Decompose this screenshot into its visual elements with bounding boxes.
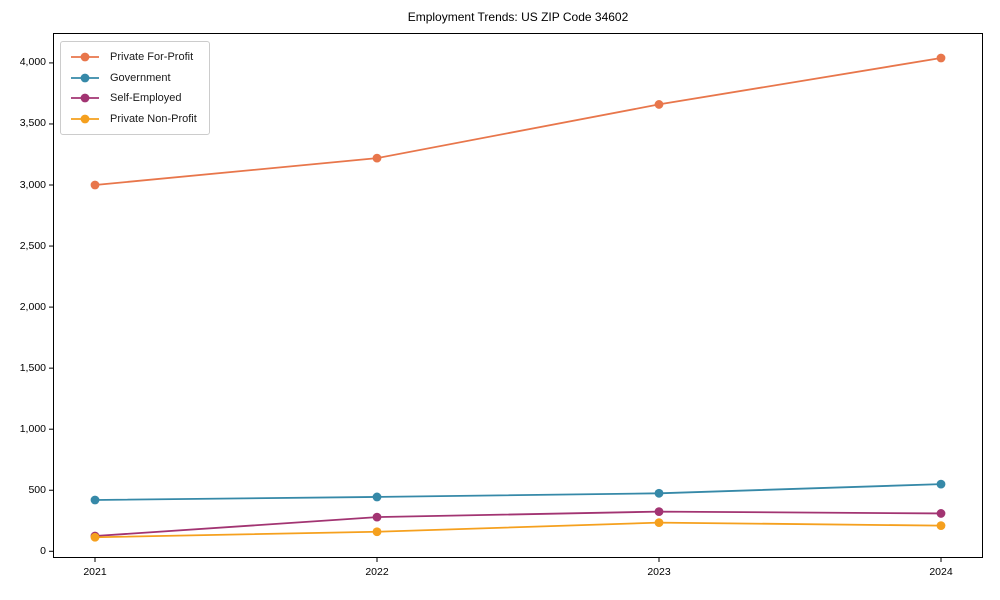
series-marker: [936, 479, 946, 489]
legend-swatch-line-marker: [71, 52, 99, 62]
x-tick-label: 2024: [929, 566, 953, 578]
y-tick-label: 3,000: [19, 178, 46, 191]
series-marker: [372, 492, 382, 502]
legend-swatch-line-marker: [71, 73, 99, 83]
series-line: [94, 57, 942, 186]
y-tick-label: 1,000: [19, 422, 46, 435]
series-marker: [654, 507, 664, 517]
series-marker: [372, 527, 382, 537]
plot-area: [49, 33, 983, 562]
series-marker: [654, 100, 664, 109]
y-tick-label: 3,500: [19, 117, 46, 130]
y-tick-label: 0: [40, 544, 46, 557]
y-tick-label: 2,000: [19, 300, 46, 313]
legend-item: Private Non-Profit: [71, 109, 197, 130]
legend-swatch-line-marker: [71, 114, 99, 124]
series-line: [94, 510, 942, 537]
plot-svg: [49, 33, 983, 562]
y-tick-label: 1,500: [19, 361, 46, 374]
series-marker: [90, 495, 100, 505]
series-marker: [936, 509, 946, 518]
x-tick-label: 2022: [365, 566, 389, 578]
x-tick-label: 2021: [83, 566, 107, 578]
y-tick-label: 500: [28, 483, 46, 496]
series-marker: [90, 532, 100, 542]
legend-label: Self-Employed: [110, 92, 182, 105]
legend: Private For-Profit Government Self-Employe…: [60, 41, 210, 135]
legend-label: Government: [110, 71, 171, 84]
legend-label: Private For-Profit: [110, 51, 194, 64]
legend-label: Private Non-Profit: [110, 112, 197, 125]
series-marker: [654, 488, 664, 498]
legend-item: Self-Employed: [71, 88, 197, 109]
series-line: [94, 521, 942, 539]
series-marker: [372, 512, 382, 522]
chart-title: Employment Trends: US ZIP Code 34602: [407, 10, 629, 24]
legend-item: Private For-Profit: [71, 47, 197, 68]
y-tick-label: 2,500: [19, 239, 46, 252]
series-marker: [372, 153, 382, 163]
series-marker: [654, 518, 664, 527]
series-marker: [90, 180, 100, 190]
series-line: [94, 483, 942, 501]
x-tick-label: 2023: [647, 566, 671, 578]
legend-item: Government: [71, 68, 197, 89]
series-marker: [936, 521, 946, 531]
series-marker: [936, 53, 946, 63]
axis-spines: [53, 33, 983, 558]
legend-swatch-line-marker: [71, 93, 99, 103]
y-tick-label: 4,000: [19, 56, 46, 69]
